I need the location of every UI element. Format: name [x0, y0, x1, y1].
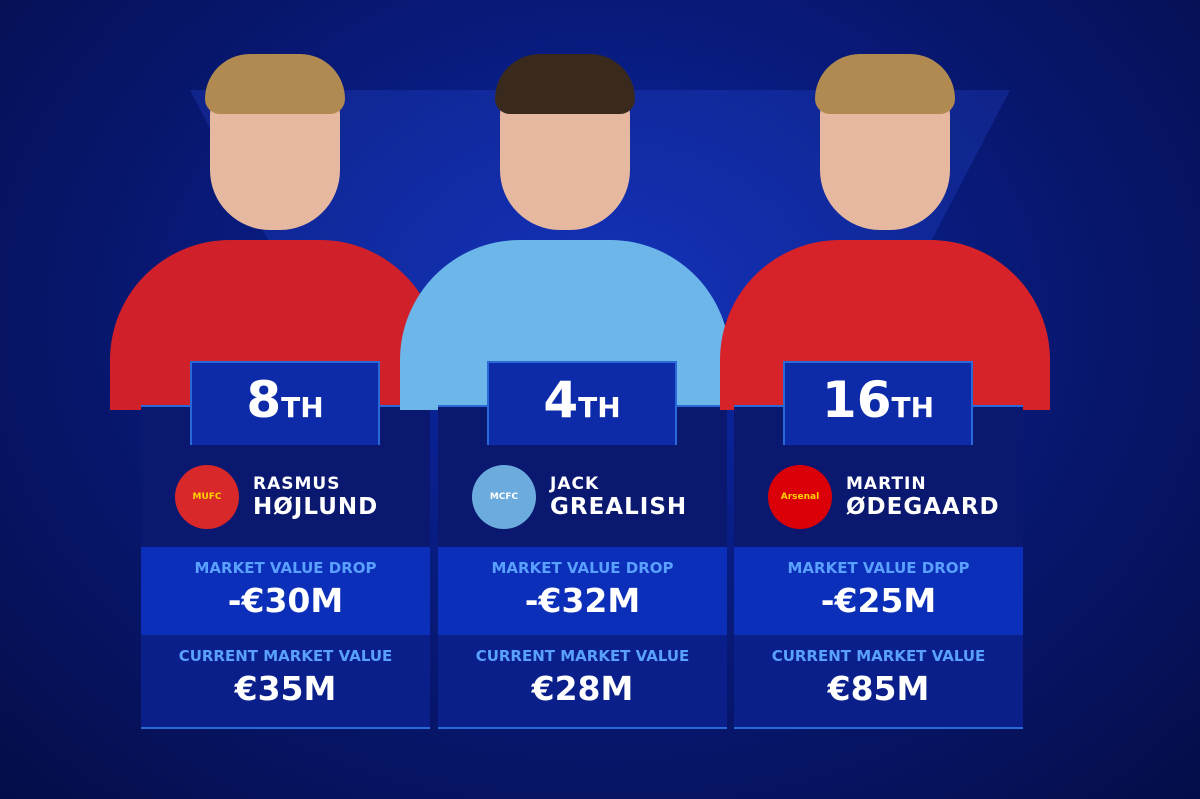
current-label: CURRENT MARKET VALUE: [475, 647, 690, 665]
rank-badge: 16TH: [783, 361, 973, 445]
player-card: 16TH Arsenal MARTIN ØDEGAARD MARKET VALUE…: [734, 361, 1023, 729]
club-crest-icon: MUFC: [175, 465, 239, 529]
player-card: 4TH MCFC JACK GREALISH MARKET VALUE DROP -…: [438, 361, 727, 729]
rank-number: 4: [543, 371, 579, 429]
player-photo: [720, 54, 1050, 410]
player-hair: [815, 54, 955, 114]
rank-suffix: TH: [891, 391, 935, 424]
rank-suffix: TH: [578, 391, 621, 424]
current-value: €28M: [531, 669, 634, 708]
player-card: 8TH MUFC RASMUS HØJLUND MARKET VALUE DROP…: [141, 361, 430, 729]
last-name: GREALISH: [550, 494, 688, 520]
player-name-block: MCFC JACK GREALISH: [438, 447, 727, 547]
rank-badge: 8TH: [190, 361, 380, 445]
drop-label: MARKET VALUE DROP: [491, 559, 674, 577]
drop-value: -€25M: [820, 581, 937, 620]
rank-suffix: TH: [281, 391, 324, 424]
current-label: CURRENT MARKET VALUE: [771, 647, 986, 665]
player-photo: [400, 54, 730, 410]
first-name: JACK: [550, 474, 600, 494]
drop-label: MARKET VALUE DROP: [787, 559, 970, 577]
drop-label: MARKET VALUE DROP: [194, 559, 377, 577]
drop-value: -€32M: [524, 581, 641, 620]
player-name-block: MUFC RASMUS HØJLUND: [141, 447, 430, 547]
rank-badge: 4TH: [487, 361, 677, 445]
player-hair: [495, 54, 635, 114]
current-value: €35M: [234, 669, 337, 708]
current-value: €85M: [827, 669, 930, 708]
player-photo: [110, 54, 440, 410]
current-label: CURRENT MARKET VALUE: [178, 647, 393, 665]
last-name: HØJLUND: [253, 494, 379, 520]
first-name: MARTIN: [846, 474, 927, 494]
current-market-value: CURRENT MARKET VALUE €28M: [438, 635, 727, 727]
player-hair: [205, 54, 345, 114]
drop-value: -€30M: [227, 581, 344, 620]
current-market-value: CURRENT MARKET VALUE €85M: [734, 635, 1023, 727]
club-crest-icon: Arsenal: [768, 465, 832, 529]
market-value-drop: MARKET VALUE DROP -€32M: [438, 547, 727, 635]
current-market-value: CURRENT MARKET VALUE €35M: [141, 635, 430, 727]
rank-number: 8: [246, 371, 282, 429]
market-value-drop: MARKET VALUE DROP -€25M: [734, 547, 1023, 635]
last-name: ØDEGAARD: [846, 494, 1000, 520]
player-name-block: Arsenal MARTIN ØDEGAARD: [734, 447, 1023, 547]
club-crest-icon: MCFC: [472, 465, 536, 529]
rank-number: 16: [821, 371, 892, 429]
market-value-drop: MARKET VALUE DROP -€30M: [141, 547, 430, 635]
first-name: RASMUS: [253, 474, 341, 494]
